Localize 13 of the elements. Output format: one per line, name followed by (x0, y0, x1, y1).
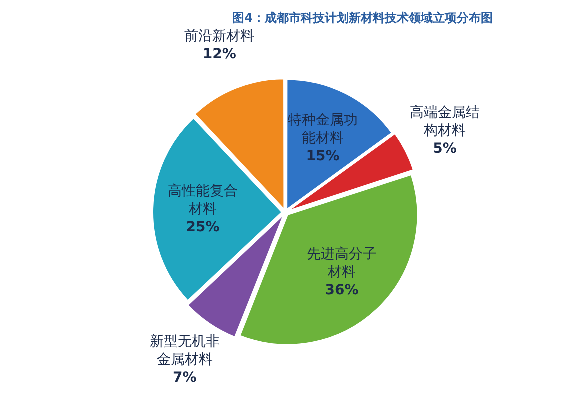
data-label: 36% (325, 282, 359, 298)
slice-label: 特种金属功能材料 (288, 112, 358, 147)
slice-label: 新型无机非金属材料 (150, 334, 220, 368)
data-label: 15% (306, 148, 340, 165)
data-label: 7% (172, 370, 197, 386)
data-label: 25% (186, 220, 220, 236)
slice-label: 高端金属结构材料 (410, 104, 480, 139)
slice-label: 高性能复合材料 (168, 184, 238, 218)
chart-title: 图4：成都市科技计划新材料技术领域立项分布图 (232, 10, 494, 27)
data-label: 12% (202, 46, 236, 63)
slice-label: 前沿新材料 (184, 28, 255, 45)
slice-label: 先进高分子材料 (307, 246, 378, 280)
data-label: 5% (433, 140, 457, 157)
